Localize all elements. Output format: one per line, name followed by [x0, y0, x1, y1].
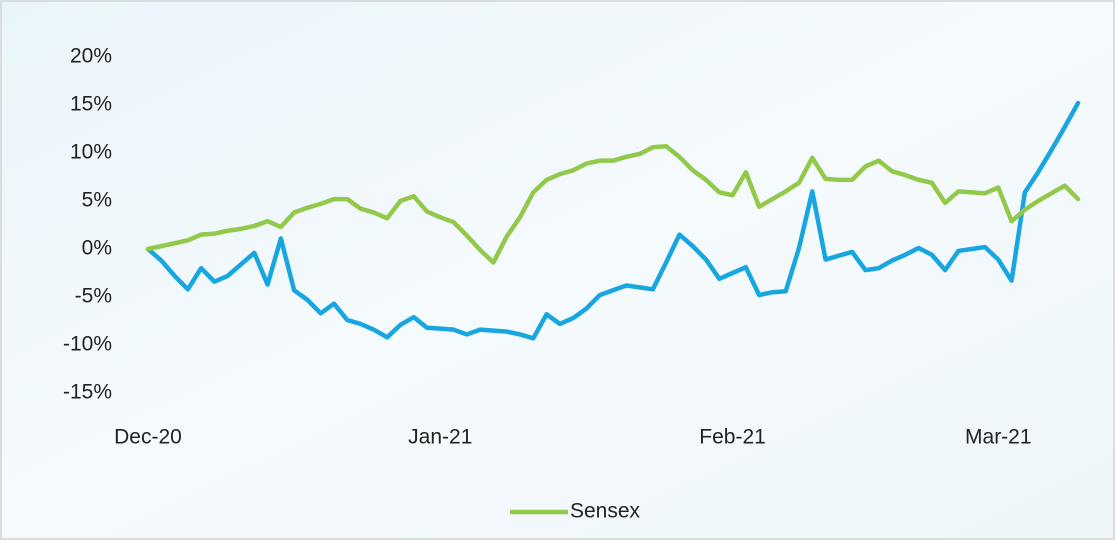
series-line [145, 144, 1081, 265]
x-tick-label: Jan-21 [408, 426, 472, 449]
y-tick-label: 20% [70, 45, 112, 68]
y-tick-label: -10% [63, 333, 112, 356]
y-tick-label: 5% [82, 189, 112, 212]
y-tick-label: 0% [82, 237, 112, 260]
y-tick-label: 10% [70, 141, 112, 164]
legend-label: Sensex [570, 500, 641, 523]
y-tick-label: 15% [70, 93, 112, 116]
x-tick-label: Feb-21 [699, 426, 766, 449]
x-tick-label: Dec-20 [114, 426, 182, 449]
x-tick-label: Mar-21 [965, 426, 1032, 449]
series-line [145, 100, 1081, 341]
y-tick-label: -5% [75, 285, 112, 308]
y-tick-label: -15% [63, 381, 112, 404]
